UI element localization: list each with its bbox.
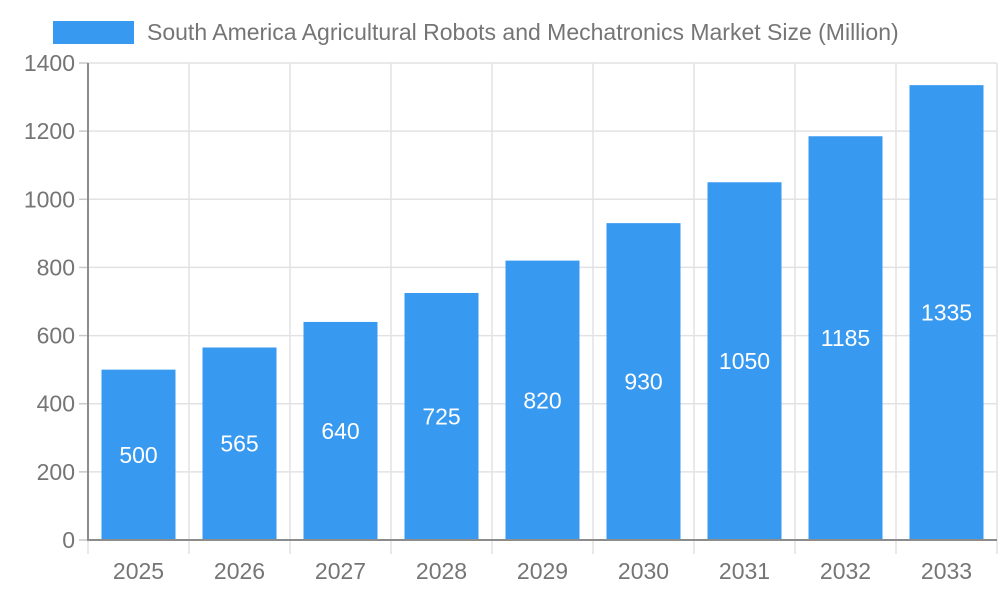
x-tick-label: 2026 [214,558,265,584]
bar-value-label: 930 [624,369,662,395]
x-tick-label: 2028 [416,558,467,584]
y-tick-label: 200 [37,459,75,485]
bar-value-label: 820 [523,387,561,413]
x-tick-label: 2033 [921,558,972,584]
legend-label: South America Agricultural Robots and Me… [147,19,899,45]
x-tick-label: 2030 [618,558,669,584]
bar-value-label: 1050 [719,348,770,374]
bar-2026[interactable] [202,347,277,540]
x-tick-label: 2029 [517,558,568,584]
y-tick-label: 1200 [24,118,75,144]
bar-value-label: 500 [119,442,157,468]
y-tick-label: 600 [37,323,75,349]
bar-2028[interactable] [404,292,479,540]
legend-item[interactable]: South America Agricultural Robots and Me… [53,19,899,46]
x-tick-label: 2031 [719,558,770,584]
x-tick-label: 2025 [113,558,164,584]
bar-2029[interactable] [505,260,580,540]
bar-value-label: 1185 [821,325,870,351]
y-tick-label: 0 [62,527,75,553]
bar-value-label: 725 [422,403,460,429]
x-tick-label: 2032 [820,558,871,584]
bar-2032[interactable] [808,136,883,540]
bar-2031[interactable] [707,182,782,540]
bar-value-label: 640 [321,418,359,444]
y-tick-label: 800 [37,254,75,280]
bar-2027[interactable] [303,321,378,540]
y-tick-label: 400 [37,391,75,417]
x-tick-label: 2027 [315,558,366,584]
bar-2025[interactable] [101,369,176,540]
legend-swatch [53,21,134,44]
bar-value-label: 565 [220,431,258,457]
bar-value-label: 1335 [921,300,972,326]
y-tick-label: 1000 [24,186,75,212]
y-tick-label: 1400 [24,50,75,76]
bar-2033[interactable] [909,85,984,541]
bar-2030[interactable] [606,223,681,540]
